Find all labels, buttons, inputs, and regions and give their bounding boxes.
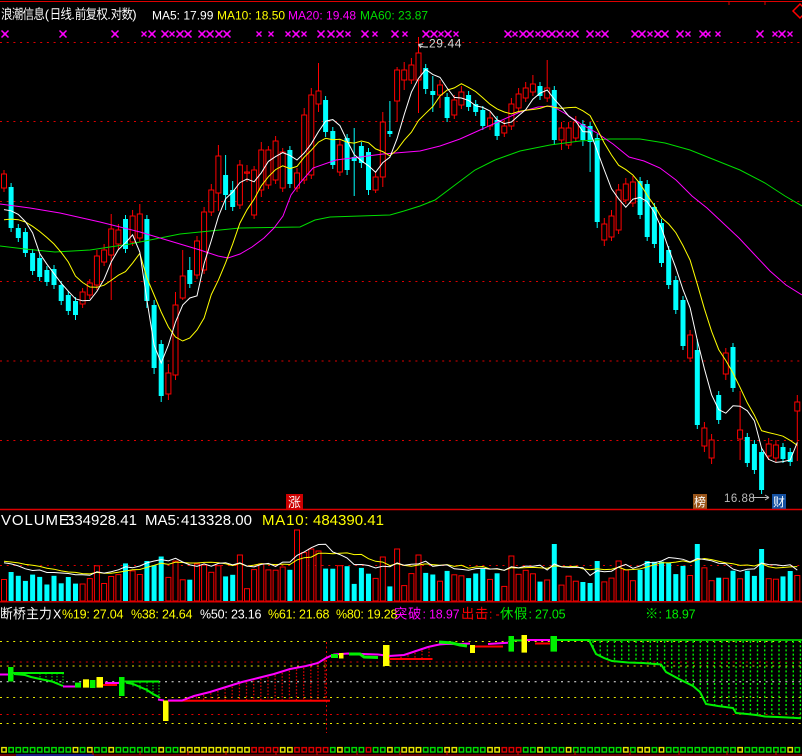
- svg-text:484390.41: 484390.41: [313, 512, 384, 529]
- svg-text:: -: : -: [489, 608, 500, 622]
- svg-text:%38: 24.64: %38: 24.64: [131, 608, 192, 622]
- svg-text:): ): [132, 7, 136, 22]
- svg-text:MA5: 17.99: MA5: 17.99: [152, 9, 214, 23]
- svg-text:%50: 23.16: %50: 23.16: [200, 608, 261, 622]
- svg-text:334928.41: 334928.41: [66, 512, 137, 529]
- svg-text:MA5:: MA5:: [145, 512, 180, 529]
- svg-text:%61: 21.68: %61: 21.68: [268, 608, 329, 622]
- svg-text:MA60: 23.87: MA60: 23.87: [360, 9, 428, 23]
- svg-text:.: .: [71, 7, 75, 22]
- svg-text:: 27.05: : 27.05: [529, 608, 566, 622]
- svg-text:413328.00: 413328.00: [181, 512, 252, 529]
- svg-text:%80: 19.28: %80: 19.28: [336, 608, 397, 622]
- svg-text:%19: 27.04: %19: 27.04: [62, 608, 123, 622]
- svg-text:: 18.97: : 18.97: [659, 608, 696, 622]
- svg-text:: 18.97: : 18.97: [423, 608, 460, 622]
- svg-text:29.44: 29.44: [429, 37, 462, 51]
- svg-text:MA10:: MA10:: [262, 512, 309, 529]
- svg-text:X: X: [53, 608, 62, 622]
- svg-text:VOLUME:: VOLUME:: [1, 512, 75, 529]
- svg-text:(: (: [45, 7, 50, 22]
- svg-text:MA10: 18.50: MA10: 18.50: [217, 9, 285, 23]
- svg-text:16.88: 16.88: [724, 493, 755, 505]
- svg-text:.: .: [107, 7, 111, 22]
- svg-text:MA20: 19.48: MA20: 19.48: [288, 9, 356, 23]
